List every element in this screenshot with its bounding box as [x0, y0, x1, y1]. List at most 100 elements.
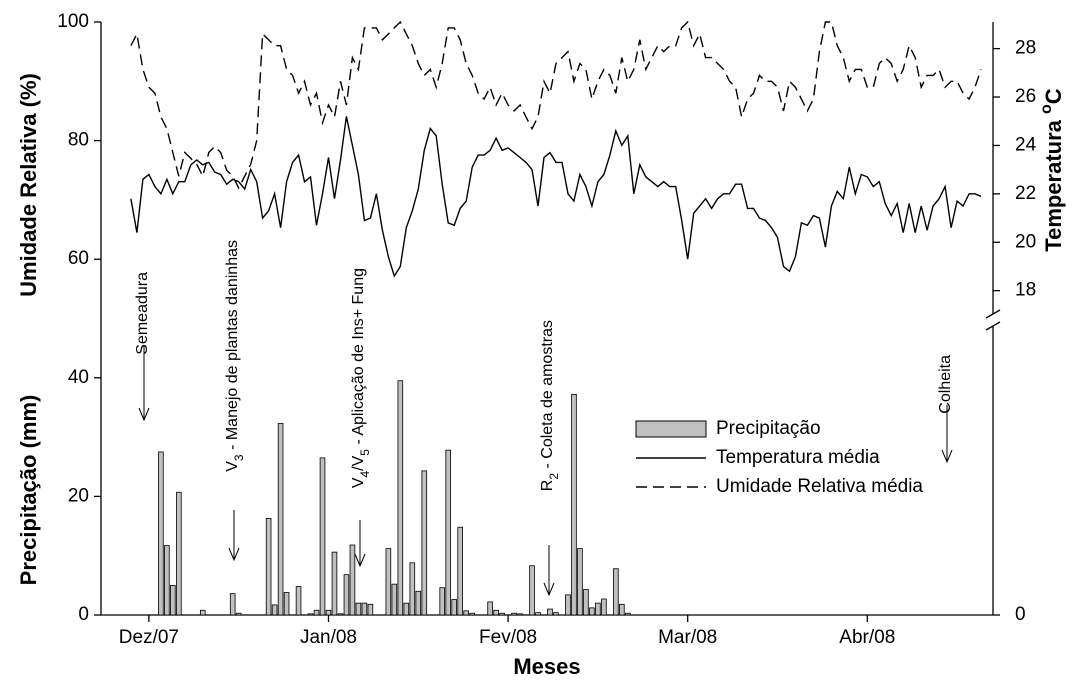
bar	[325, 609, 332, 616]
y2-tick-label: 18	[1015, 280, 1036, 301]
bar	[457, 526, 463, 616]
annotation-part: Semeadura	[134, 272, 151, 355]
bar	[403, 602, 410, 616]
y2-title-part: Temperatura	[1041, 114, 1066, 252]
annotation-arrowhead	[228, 547, 240, 562]
bar	[170, 584, 176, 616]
bar	[415, 590, 422, 616]
legend-swatch	[635, 420, 707, 438]
y2-axis-title: Temperatura oC	[1038, 88, 1066, 252]
bar	[613, 568, 619, 616]
bar	[577, 548, 583, 616]
x-tick-label: Mar/08	[658, 627, 717, 648]
axis-break	[985, 321, 1001, 331]
bar	[451, 599, 458, 616]
bar	[625, 612, 631, 616]
line-series	[130, 116, 982, 278]
y2-title-part: C	[1041, 88, 1066, 104]
legend-label: Umidade Relativa média	[716, 476, 923, 497]
y-tick-label: 40	[68, 367, 89, 388]
bar	[199, 609, 206, 616]
bar	[445, 449, 452, 616]
y-axis-title: Precipitação (mm)	[16, 395, 41, 586]
bar	[583, 589, 589, 616]
bar	[553, 612, 559, 616]
y-tick-label: 80	[68, 130, 89, 151]
annotation-arrowhead	[543, 582, 555, 597]
legend-label: Precipitação	[716, 418, 821, 439]
y-tick-label: 20	[68, 485, 89, 506]
annotation-part: 3	[232, 454, 246, 461]
bar	[397, 380, 404, 616]
bar	[589, 607, 595, 616]
annotation-part: - Aplicação de Ins+ Fung	[350, 268, 367, 449]
bar	[313, 609, 320, 616]
annotation: V4/V5 - Aplicação de Ins+ Fung	[350, 268, 372, 488]
y2-tick-label: 28	[1015, 38, 1036, 59]
bar	[355, 602, 362, 616]
bar	[164, 545, 170, 616]
annotation-part: 5	[358, 449, 372, 456]
bar	[619, 603, 625, 616]
legend: Precipitação Temperatura média Umidade Rel…	[635, 418, 923, 497]
bar	[385, 548, 392, 616]
y-tick-label: 0	[78, 604, 89, 625]
bar	[343, 574, 350, 616]
bar	[158, 451, 164, 616]
bar	[277, 423, 284, 616]
bar	[517, 613, 523, 616]
bar	[367, 603, 374, 616]
y-tick-label: 100	[57, 11, 89, 32]
bar	[421, 470, 428, 616]
annotation-part: 2	[547, 473, 561, 480]
x-tick-label: Fev/08	[479, 627, 537, 648]
annotation-part: Colheita	[937, 355, 954, 414]
bar	[391, 583, 398, 616]
bar	[529, 565, 535, 616]
annotation: Semeadura	[134, 272, 151, 355]
y-tick-label: 60	[68, 248, 89, 269]
bar	[283, 592, 290, 616]
bar	[337, 613, 344, 616]
bar	[601, 598, 607, 616]
bar	[511, 612, 517, 616]
annotation: R2 - Coleta de amostras	[539, 320, 561, 491]
annotation: Colheita	[937, 355, 954, 414]
y2-title-part: o	[1038, 104, 1055, 114]
annotation-part: 4	[358, 471, 372, 478]
annotation-part: V	[350, 477, 367, 488]
y2-tick-label: 26	[1015, 86, 1036, 107]
bar	[295, 586, 302, 616]
annotation-arrowhead	[941, 449, 953, 464]
x-tick-label: Jan/08	[300, 627, 357, 648]
bar	[176, 491, 182, 616]
bar	[229, 593, 236, 616]
x-tick-label: Abr/08	[839, 627, 895, 648]
legend-label: Temperatura média	[716, 447, 880, 468]
bar	[463, 610, 469, 616]
bar	[469, 612, 475, 616]
bar	[409, 562, 416, 616]
annotation-part: - Manejo de plantas daninhas	[224, 240, 241, 454]
y-axis-title: Umidade Relativa (%)	[16, 73, 41, 297]
bar	[595, 602, 601, 616]
bar	[487, 601, 493, 616]
annotation-arrowhead	[354, 553, 366, 568]
axis-break	[985, 309, 1001, 319]
bar	[493, 609, 499, 616]
bar	[319, 457, 326, 616]
annotation-part: /V	[350, 455, 367, 470]
bar	[547, 608, 553, 616]
x-tick-label: Dez/07	[119, 627, 179, 648]
annotation: V3 - Manejo de plantas daninhas	[224, 240, 246, 472]
x-axis-title: Meses	[513, 654, 580, 679]
bar	[331, 551, 338, 616]
bar	[307, 613, 314, 616]
bar	[571, 394, 577, 616]
line-series	[130, 20, 982, 190]
bar	[349, 544, 356, 616]
y2-tick-label: 0	[1015, 604, 1026, 625]
annotation-part: - Coleta de amostras	[539, 320, 556, 473]
bar	[265, 517, 272, 616]
